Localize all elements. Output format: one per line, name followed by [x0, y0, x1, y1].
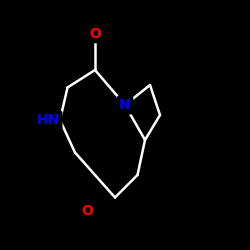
Text: HN: HN: [37, 113, 60, 127]
Text: N: N: [119, 98, 131, 112]
Text: O: O: [82, 204, 94, 218]
Text: N: N: [119, 98, 131, 112]
Text: O: O: [89, 27, 101, 41]
Text: O: O: [89, 27, 101, 41]
Text: O: O: [82, 204, 94, 218]
Text: HN: HN: [37, 113, 60, 127]
